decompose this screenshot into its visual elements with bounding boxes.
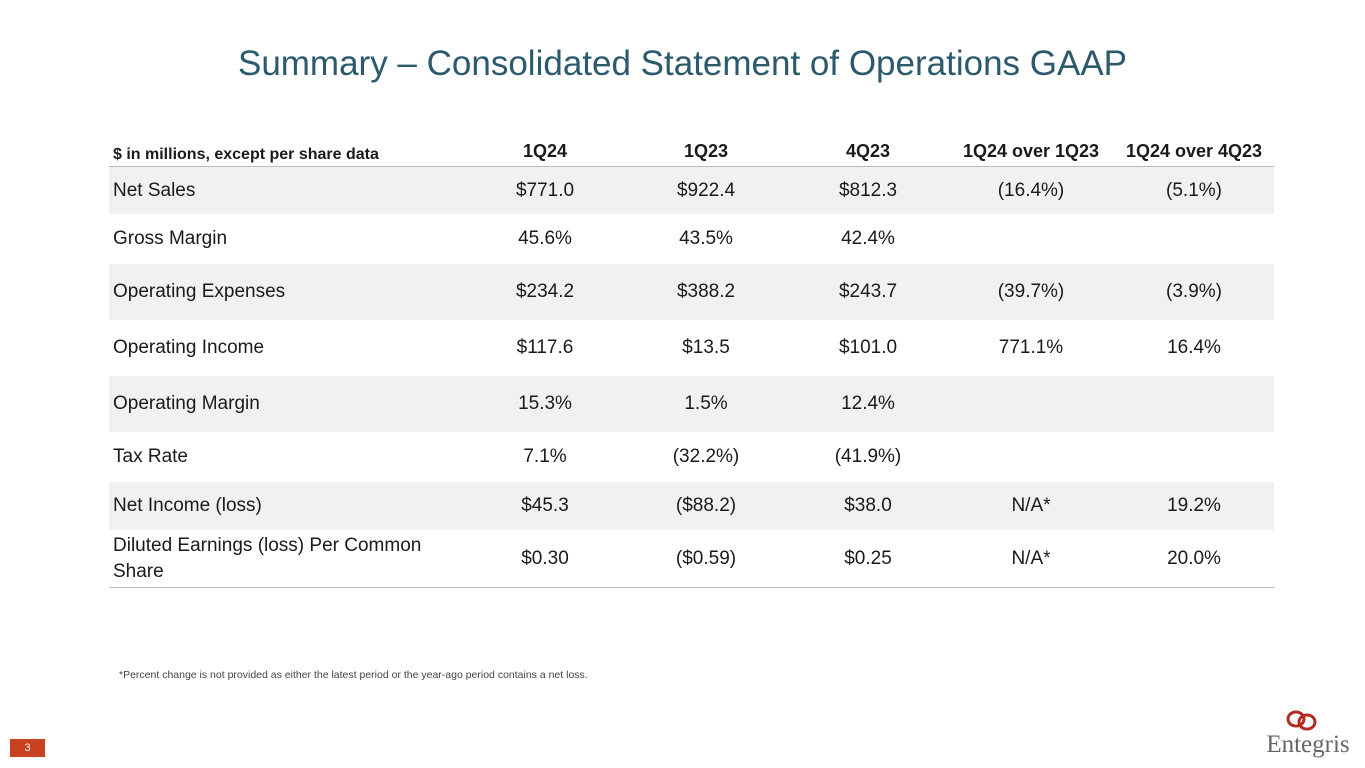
table-cell: (41.9%) [834,446,902,467]
table-row: Operating Margin 15.3% 1.5% 12.4% [109,376,1274,432]
table-cell: 19.2% [1167,495,1221,516]
header-cell: 1Q24 over 1Q23 [962,140,1100,161]
table-cell: 42.4% [841,228,895,249]
table-cell: (5.1%) [1166,179,1222,201]
logo: Entegris [1266,710,1350,758]
logo-text: Entegris [1266,731,1349,758]
table-cell: 771.1% [998,337,1064,358]
table-cell: ($0.59) [675,547,737,569]
table-row: Net Income (loss) $45.3 ($88.2) $38.0 N/A* 19… [109,482,1274,530]
table-cell: $243.7 [838,281,898,302]
table-cell: $812.3 [838,179,898,201]
logo-ring [1286,710,1306,728]
table-row: Net Sales $771.0 $922.4 $812.3 (16.4%) (5.1%) [109,167,1274,214]
table-cell: (32.2%) [672,446,740,467]
table-cell: $922.4 [676,179,736,201]
page-number: 3 [10,739,45,757]
table-cell: $234.2 [515,281,575,302]
table-cell: $0.30 [521,547,569,569]
header-row: $ in millions, except per share data 1Q24… [109,136,1274,167]
table-cell: Operating Margin [113,393,260,414]
table-cell: $117.6 [516,337,574,358]
table-row: Operating Income $117.6 $13.5 $101.0 771.1% 1… [109,320,1274,376]
table-cell: Operating Income [113,337,265,358]
table-cell: Tax Rate [113,446,188,467]
table-cell: N/A* [1011,547,1051,569]
table-cell: Net Income (loss) [113,495,262,516]
table-row: Diluted Earnings (loss) Per Common Share… [109,530,1274,588]
table-cell: 45.6% [518,228,572,249]
logo-ring [1297,713,1317,731]
table-cell: N/A* [1011,495,1051,516]
table-cell: 12.4% [841,393,895,414]
table-row: Gross Margin 45.6% 43.5% 42.4% [109,214,1274,264]
table-cell: 15.3% [518,393,572,414]
header-cell: 1Q24 over 4Q23 [1125,140,1263,161]
table-cell: Net Sales [113,179,196,201]
table-cell: Diluted Earnings (loss) Per Common Share [113,534,422,582]
header-cell: 4Q23 [845,140,891,161]
table-cell: $45.3 [521,495,569,516]
header-cell: 1Q24 [522,140,568,161]
table-cell: 1.5% [684,393,728,414]
table-cell: Gross Margin [113,228,228,249]
table-row: Tax Rate 7.1% (32.2%) (41.9%) [109,432,1274,482]
table-cell: $38.0 [844,495,892,516]
footnote: *Percent change is not provided as eithe… [119,669,588,681]
table-cell: ($88.2) [675,495,737,516]
table-cell: $0.25 [844,547,892,569]
table-cell: (3.9%) [1166,281,1222,302]
table-row: Operating Expenses $234.2 $388.2 $243.7 (39.… [109,264,1274,320]
table-cell: $13.5 [682,337,730,358]
table-cell: $101.0 [838,337,898,358]
table-cell: Operating Expenses [113,281,286,302]
table-cell: 7.1% [523,446,567,467]
table-cell: $771.0 [515,179,575,201]
table-cell: 20.0% [1167,547,1221,569]
header-cell: $ in millions, except per share data [113,146,379,163]
table-cell: (16.4%) [997,179,1065,201]
header-cell: 1Q23 [683,140,729,161]
table-cell: $388.2 [676,281,736,302]
table-cell: 16.4% [1167,337,1221,358]
slide-title: Summary – Consolidated Statement of Oper… [237,44,1128,83]
table-cell: 43.5% [679,228,733,249]
table-cell: (39.7%) [997,281,1065,302]
